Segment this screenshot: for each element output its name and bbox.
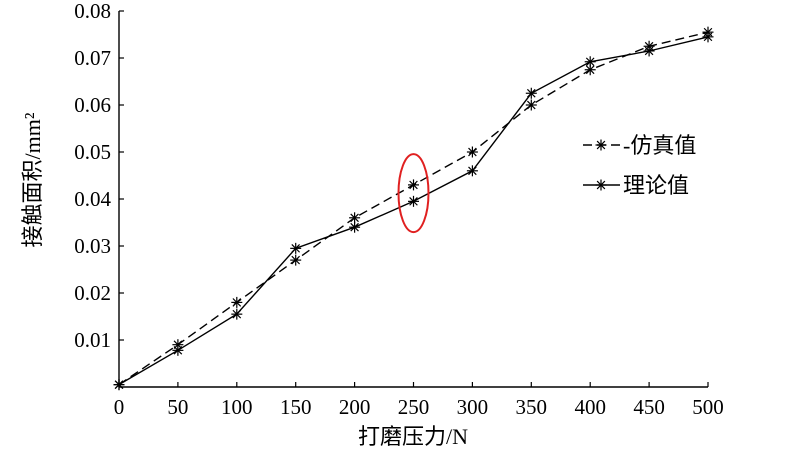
y-tick-label: 0.06 <box>74 93 111 117</box>
data-point <box>290 254 302 266</box>
legend-item: 理论值 <box>583 173 689 198</box>
legend-label: 理论值 <box>623 173 689 198</box>
y-axis-label: 接触面积/mm² <box>20 112 45 247</box>
y-tick-label: 0.07 <box>74 46 111 70</box>
data-point <box>525 99 537 111</box>
y-tick-label: 0.01 <box>74 328 111 352</box>
y-ticks: 0.01 0.02 0.03 0.04 0.05 0.06 0.07 0.08 <box>74 0 124 352</box>
legend-label: -仿真值 <box>623 133 696 158</box>
data-point <box>643 45 655 57</box>
x-tick-label: 100 <box>221 395 253 419</box>
x-axis-label: 打磨压力/N <box>358 424 468 449</box>
data-point <box>349 221 361 233</box>
x-tick-label: 200 <box>339 395 371 419</box>
highlight-layer <box>397 153 430 234</box>
y-tick-label: 0.02 <box>74 281 111 305</box>
legend-marker <box>595 139 607 151</box>
data-point <box>172 344 184 356</box>
x-ticks: 0 50 100 150 200 250 300 350 400 450 500 <box>114 382 724 419</box>
data-point <box>466 146 478 158</box>
series-line <box>118 36 709 386</box>
series-layer <box>113 26 714 391</box>
data-point <box>231 296 243 308</box>
data-point <box>584 64 596 76</box>
x-tick-label: 300 <box>457 395 489 419</box>
data-point <box>408 179 419 191</box>
x-tick-label: 50 <box>167 395 188 419</box>
data-point <box>525 87 537 99</box>
series-2 <box>113 31 714 391</box>
x-tick-label: 450 <box>633 395 665 419</box>
data-point <box>349 212 361 224</box>
legend-marker <box>595 179 607 191</box>
series-1 <box>113 26 714 391</box>
y-tick-label: 0.05 <box>74 140 111 164</box>
data-point <box>408 195 419 207</box>
data-point <box>702 31 714 43</box>
y-tick-label: 0.08 <box>74 0 111 23</box>
data-point <box>584 56 596 68</box>
y-tick-label: 0.03 <box>74 234 111 258</box>
data-point <box>113 379 125 391</box>
legend-item: -仿真值 <box>583 133 696 158</box>
x-tick-label: 0 <box>114 395 125 419</box>
y-tick-label: 0.04 <box>74 187 111 211</box>
x-tick-label: 500 <box>692 395 724 419</box>
data-point <box>231 308 243 320</box>
x-tick-label: 150 <box>280 395 312 419</box>
data-point <box>290 242 302 254</box>
x-tick-label: 400 <box>574 395 606 419</box>
x-tick-label: 350 <box>516 395 548 419</box>
x-tick-label: 250 <box>398 395 430 419</box>
data-point <box>466 165 478 177</box>
highlight-ellipse <box>397 153 430 234</box>
